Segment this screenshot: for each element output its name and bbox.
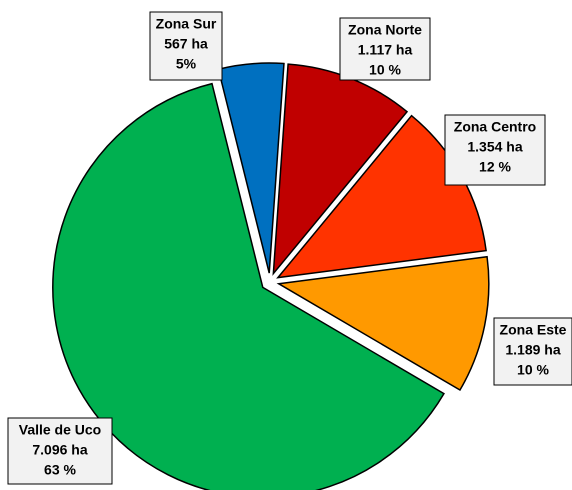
label-box bbox=[493, 317, 572, 386]
label-percent: 10 % bbox=[369, 62, 401, 78]
label-box bbox=[7, 417, 113, 485]
label-percent: 63 % bbox=[44, 462, 76, 478]
data-label: Zona Sur 567 ha 5% bbox=[149, 11, 223, 81]
pie-slice bbox=[276, 255, 490, 392]
label-percent: 10 % bbox=[517, 362, 549, 378]
pie-slice bbox=[52, 82, 445, 490]
label-category: Zona Centro bbox=[454, 119, 536, 135]
label-category: Zona Norte bbox=[348, 22, 422, 38]
label-value: 567 ha bbox=[164, 36, 208, 52]
data-label: Zona Centro 1.354 ha 12 % bbox=[444, 114, 546, 186]
label-value: 1.189 ha bbox=[505, 342, 560, 358]
label-percent: 12 % bbox=[479, 159, 511, 175]
label-value: 1.354 ha bbox=[467, 139, 522, 155]
data-label: Valle de Uco 7.096 ha 63 % bbox=[7, 417, 113, 485]
label-percent: 5% bbox=[176, 56, 197, 72]
label-category: Zona Sur bbox=[156, 16, 217, 32]
label-box bbox=[339, 17, 431, 81]
label-box bbox=[149, 11, 223, 81]
label-category: Valle de Uco bbox=[19, 422, 101, 438]
data-label: Zona Este 1.189 ha 10 % bbox=[493, 317, 572, 386]
label-category: Zona Este bbox=[500, 322, 567, 338]
label-value: 1.117 ha bbox=[358, 42, 413, 58]
data-label: Zona Norte 1.117 ha 10 % bbox=[339, 17, 431, 81]
label-box bbox=[444, 114, 546, 186]
label-value: 7.096 ha bbox=[32, 442, 87, 458]
